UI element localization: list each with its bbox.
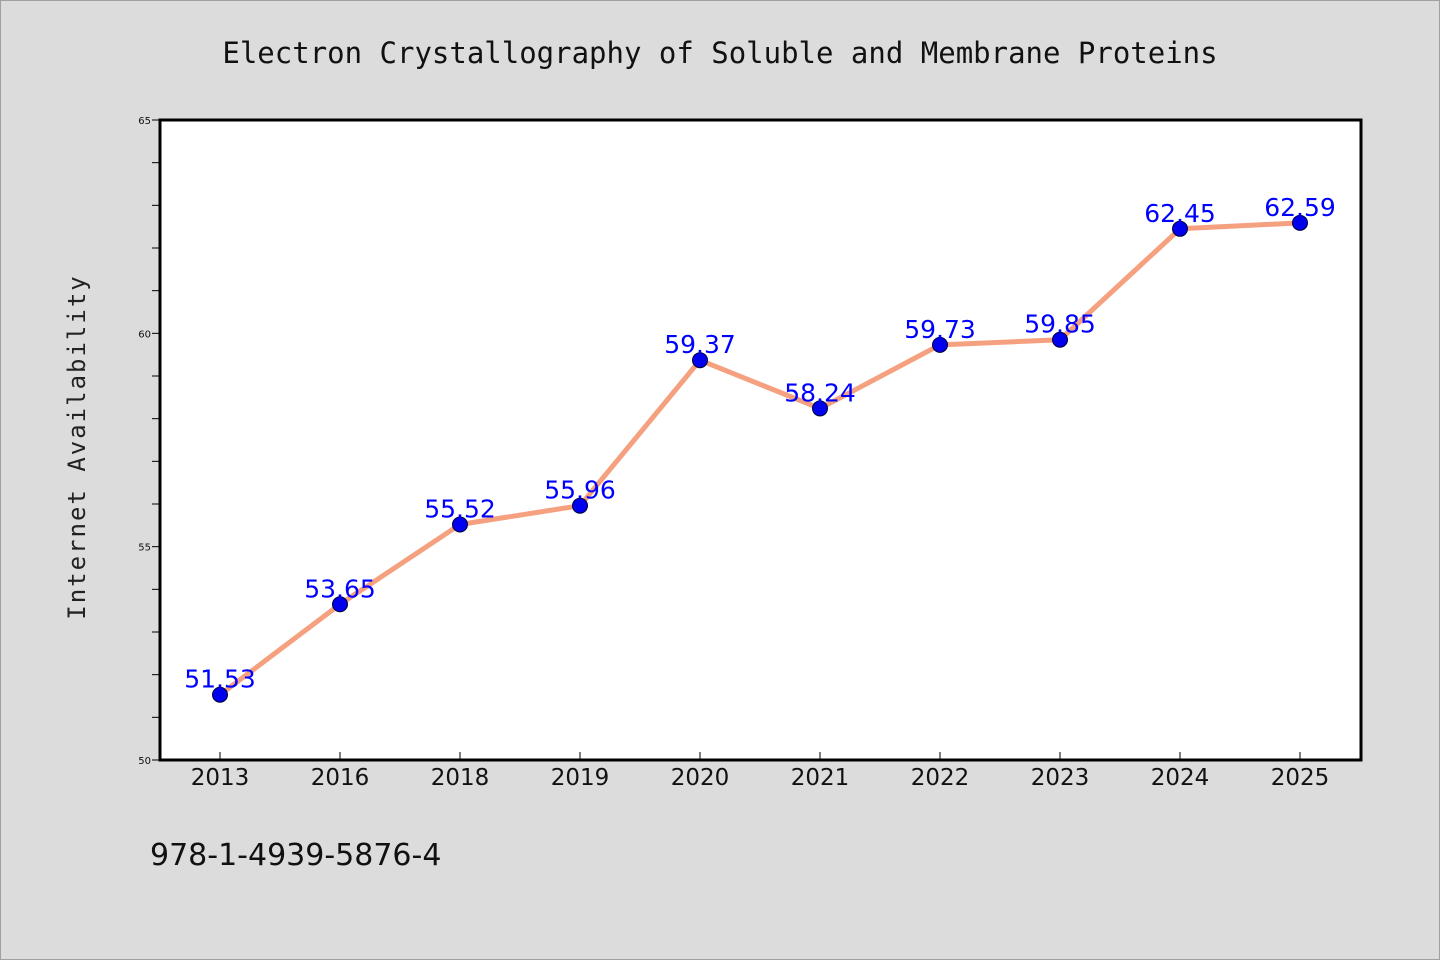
y-axis-label: Internet Availability [63,274,91,619]
data-point [452,516,468,533]
data-label: 58.24 [784,378,856,407]
plot-area [158,118,1363,762]
data-point [692,352,708,369]
data-label: 55.96 [544,476,616,505]
y-tick-label: 55 [138,543,151,554]
data-point [572,497,588,514]
x-tick-label: 2025 [1271,765,1330,791]
data-label: 59.85 [1024,310,1096,339]
x-tick-label: 2018 [431,765,490,791]
data-point [812,400,828,417]
data-label: 51.53 [184,665,256,694]
data-point [932,336,948,353]
series-layer: 51.53 53.65 55.52 55.96 59.37 58.24 59.73 59.85… [184,193,1336,703]
x-tick-label: 2021 [791,765,850,791]
y-tick-label: 60 [138,329,151,340]
data-point [1052,331,1068,348]
x-tick-label: 2024 [1151,765,1210,791]
x-tick-label: 2016 [311,765,370,791]
x-tick-label: 2013 [191,765,250,791]
y-tick-label: 50 [138,756,151,767]
y-axis: 50 55 60 65 [138,116,160,767]
data-label: 62.59 [1264,193,1336,222]
data-label: 59.37 [664,330,736,359]
data-point [1172,220,1188,237]
x-tick-label: 2020 [671,765,730,791]
data-point [212,686,228,703]
x-tick-label: 2022 [911,765,970,791]
x-axis: 2013 2016 2018 2019 2020 2021 2022 2023 2024 2025 [191,752,1330,791]
data-point [332,596,348,613]
x-tick-label: 2023 [1031,765,1090,791]
series-line [217,220,1303,698]
chart-title: Electron Crystallography of Soluble and … [222,36,1217,70]
x-tick-label: 2019 [551,765,610,791]
data-label: 53.65 [304,574,376,603]
data-point [1292,214,1308,231]
isbn-text: 978-1-4939-5876-4 [150,838,441,873]
data-label: 55.52 [424,494,496,523]
data-label: 59.73 [904,315,976,344]
data-label: 62.45 [1144,199,1216,228]
y-tick-label: 65 [138,116,151,127]
